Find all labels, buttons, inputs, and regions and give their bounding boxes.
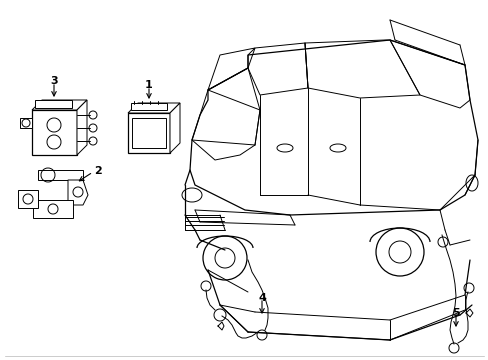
Text: 1: 1	[145, 80, 153, 90]
Text: 2: 2	[94, 166, 102, 176]
Polygon shape	[170, 103, 180, 153]
Polygon shape	[68, 180, 88, 205]
Polygon shape	[128, 103, 180, 113]
Text: 3: 3	[50, 76, 58, 86]
Polygon shape	[35, 100, 72, 108]
Polygon shape	[131, 103, 167, 110]
Polygon shape	[18, 190, 38, 208]
Text: 4: 4	[258, 293, 265, 303]
Polygon shape	[20, 118, 32, 128]
Polygon shape	[128, 113, 170, 153]
Polygon shape	[32, 110, 77, 155]
Polygon shape	[77, 100, 87, 155]
Text: 5: 5	[451, 308, 459, 318]
Polygon shape	[33, 200, 73, 218]
Polygon shape	[32, 100, 87, 110]
Polygon shape	[38, 170, 83, 188]
